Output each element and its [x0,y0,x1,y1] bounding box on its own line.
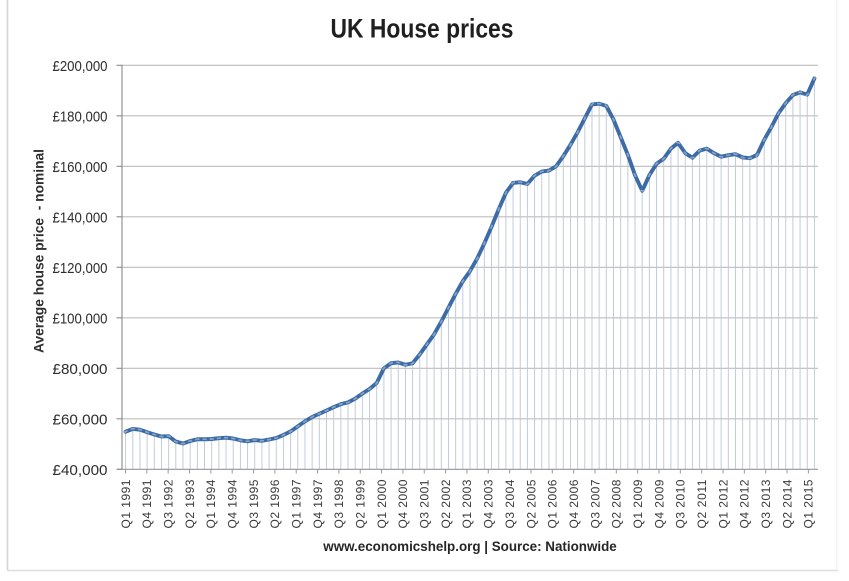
svg-text:Q1 1991: Q1 1991 [119,479,133,528]
svg-text:Q2 1999: Q2 1999 [354,479,368,528]
svg-text:www.economicshelp.org | Source: www.economicshelp.org | Source: Nationwi… [322,539,616,554]
svg-text:Q4 1997: Q4 1997 [311,479,325,528]
svg-text:Q3 1992: Q3 1992 [161,479,175,528]
svg-text:Q1 2009: Q1 2009 [631,479,645,528]
svg-text:Q3 2010: Q3 2010 [674,479,688,528]
svg-text:Average house price - nominal: Average house price - nominal [32,149,47,353]
svg-text:Q2 1993: Q2 1993 [183,479,197,528]
svg-text:Q3 1998: Q3 1998 [332,479,346,528]
svg-text:Q4 1994: Q4 1994 [226,479,240,528]
svg-text:Q2 2005: Q2 2005 [524,479,538,528]
svg-text:Q1 2003: Q1 2003 [460,479,474,528]
svg-text:£200,000: £200,000 [53,58,108,75]
svg-text:Q1 2015: Q1 2015 [802,479,816,528]
svg-text:Q1 1994: Q1 1994 [204,479,218,528]
svg-text:Q1 1997: Q1 1997 [290,479,304,528]
svg-text:Q1 2012: Q1 2012 [716,479,730,528]
svg-text:Q4 2006: Q4 2006 [567,479,581,528]
svg-text:Q2 2014: Q2 2014 [780,479,794,528]
svg-text:£60,000: £60,000 [53,412,108,429]
svg-text:Q3 2007: Q3 2007 [588,479,602,528]
svg-text:Q4 2009: Q4 2009 [652,479,666,528]
svg-text:Q2 2002: Q2 2002 [439,479,453,528]
svg-text:£80,000: £80,000 [53,361,108,378]
svg-text:£180,000: £180,000 [53,109,108,126]
svg-text:£120,000: £120,000 [53,260,108,277]
svg-text:Q4 2003: Q4 2003 [482,479,496,528]
svg-text:Q2 2008: Q2 2008 [610,479,624,528]
svg-text:Q3 2013: Q3 2013 [759,479,773,528]
svg-text:£100,000: £100,000 [53,311,108,328]
svg-text:Q1 2000: Q1 2000 [375,479,389,528]
svg-text:£160,000: £160,000 [53,159,108,176]
svg-text:£140,000: £140,000 [53,210,108,227]
svg-text:Q3 2004: Q3 2004 [503,479,517,528]
svg-text:Q1 2006: Q1 2006 [546,479,560,528]
svg-text:Q4 2012: Q4 2012 [738,479,752,528]
svg-text:£40,000: £40,000 [53,462,108,479]
svg-text:Q4 1991: Q4 1991 [140,479,154,528]
svg-text:Q3 1995: Q3 1995 [247,479,261,528]
svg-text:Q2 1996: Q2 1996 [268,479,282,528]
svg-text:UK House prices: UK House prices [331,14,514,44]
svg-text:Q2 2011: Q2 2011 [695,479,709,528]
svg-text:Q4 2000: Q4 2000 [396,479,410,528]
svg-text:Q3 2001: Q3 2001 [418,479,432,528]
